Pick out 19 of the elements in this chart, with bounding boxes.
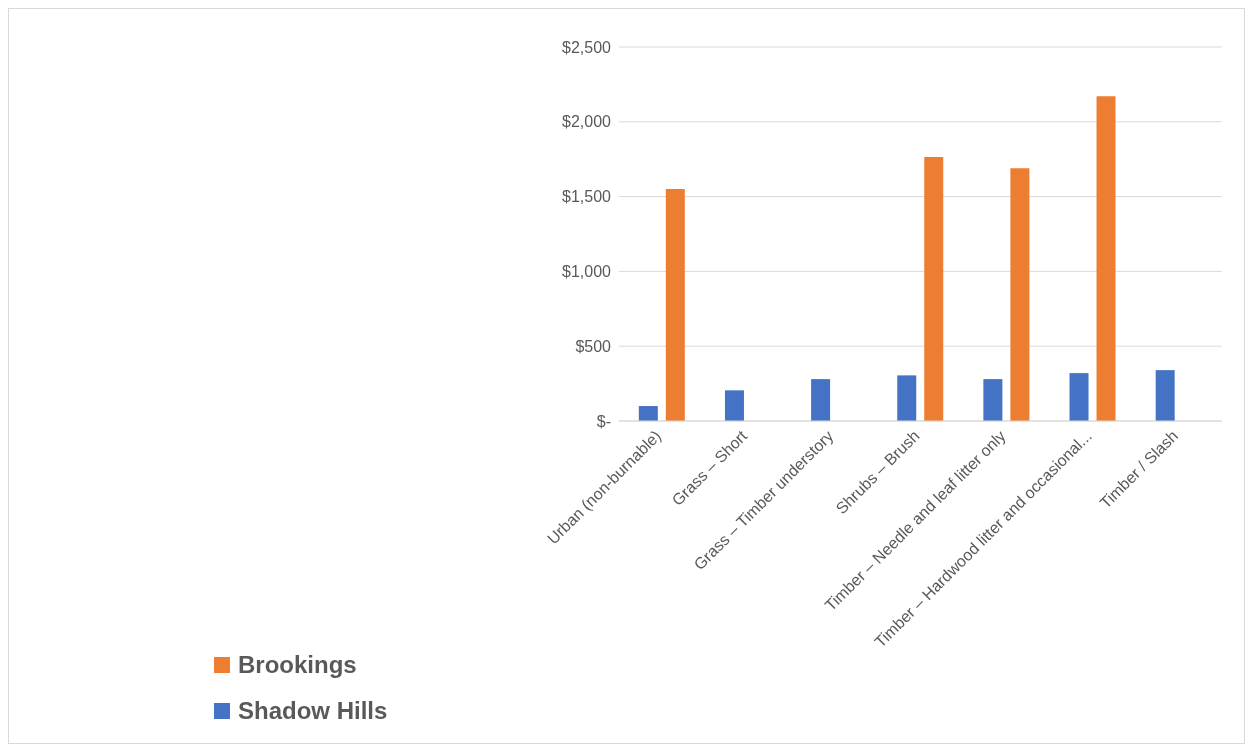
y-tick-label: $500 — [575, 337, 612, 355]
legend-label: Brookings — [238, 651, 357, 679]
bar — [1069, 373, 1089, 421]
bar — [1010, 168, 1030, 421]
bar — [924, 156, 944, 421]
y-tick-label: $2,500 — [562, 38, 612, 56]
bar — [811, 379, 831, 421]
legend-label: Shadow Hills — [238, 697, 388, 725]
y-tick-label: $1,500 — [562, 188, 612, 206]
bar — [897, 375, 917, 421]
bar — [983, 379, 1003, 421]
bar — [1155, 370, 1175, 421]
bar — [1096, 96, 1116, 421]
bar — [724, 390, 744, 421]
bar — [665, 189, 685, 421]
bar — [638, 406, 658, 421]
y-tick-label: $2,000 — [562, 113, 612, 131]
y-tick-label: $- — [596, 412, 611, 430]
y-tick-label: $1,000 — [562, 263, 612, 281]
